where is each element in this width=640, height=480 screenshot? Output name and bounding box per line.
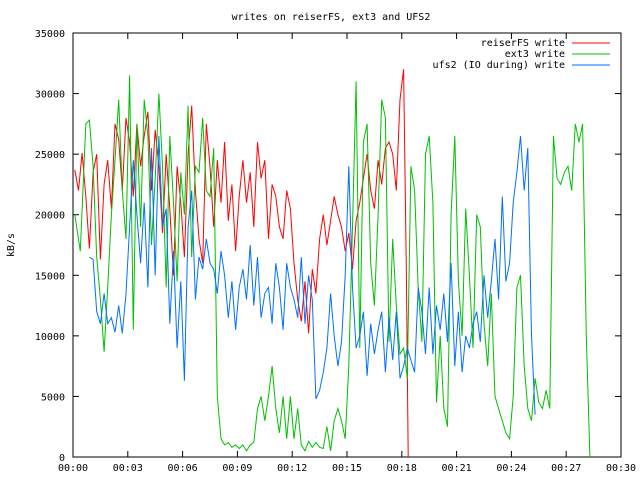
y-tick-label: 15000 bbox=[35, 271, 65, 282]
y-axis: 0 5000 10000 15000 20000 25000 30000 35000 bbox=[35, 29, 621, 464]
series-line-ufs2 bbox=[89, 135, 536, 415]
x-tick-label: 00:30 bbox=[606, 463, 636, 474]
x-tick-label: 00:21 bbox=[442, 463, 472, 474]
y-tick-label: 20000 bbox=[35, 211, 65, 222]
x-tick-label: 00:03 bbox=[113, 463, 143, 474]
x-tick-label: 00:27 bbox=[551, 463, 581, 474]
y-tick-label: 5000 bbox=[41, 392, 65, 403]
x-tick-label: 00:09 bbox=[222, 463, 252, 474]
legend-label: ext3 write bbox=[505, 49, 565, 60]
x-tick-label: 00:15 bbox=[332, 463, 362, 474]
y-axis-label: kB/s bbox=[6, 233, 17, 257]
series-layer bbox=[74, 69, 591, 458]
y-tick-label: 30000 bbox=[35, 90, 65, 101]
x-tick-label: 00:12 bbox=[277, 463, 307, 474]
x-tick-label: 00:00 bbox=[58, 463, 88, 474]
y-tick-label: 10000 bbox=[35, 332, 65, 343]
x-axis: 00:00 00:03 00:06 00:09 00:12 00:15 00:18 00:21… bbox=[58, 33, 636, 474]
y-tick-label: 25000 bbox=[35, 150, 65, 161]
legend-label: ufs2 (IO during) write bbox=[433, 60, 565, 71]
x-tick-label: 00:24 bbox=[496, 463, 526, 474]
y-tick-label: 35000 bbox=[35, 29, 65, 40]
series-line-ext3 bbox=[74, 75, 591, 458]
y-tick-label: 0 bbox=[59, 453, 65, 464]
legend-label: reiserFS write bbox=[481, 38, 565, 49]
x-tick-label: 00:18 bbox=[387, 463, 417, 474]
x-tick-label: 00:06 bbox=[168, 463, 198, 474]
chart-title: writes on reiserFS, ext3 and UFS2 bbox=[232, 12, 431, 23]
